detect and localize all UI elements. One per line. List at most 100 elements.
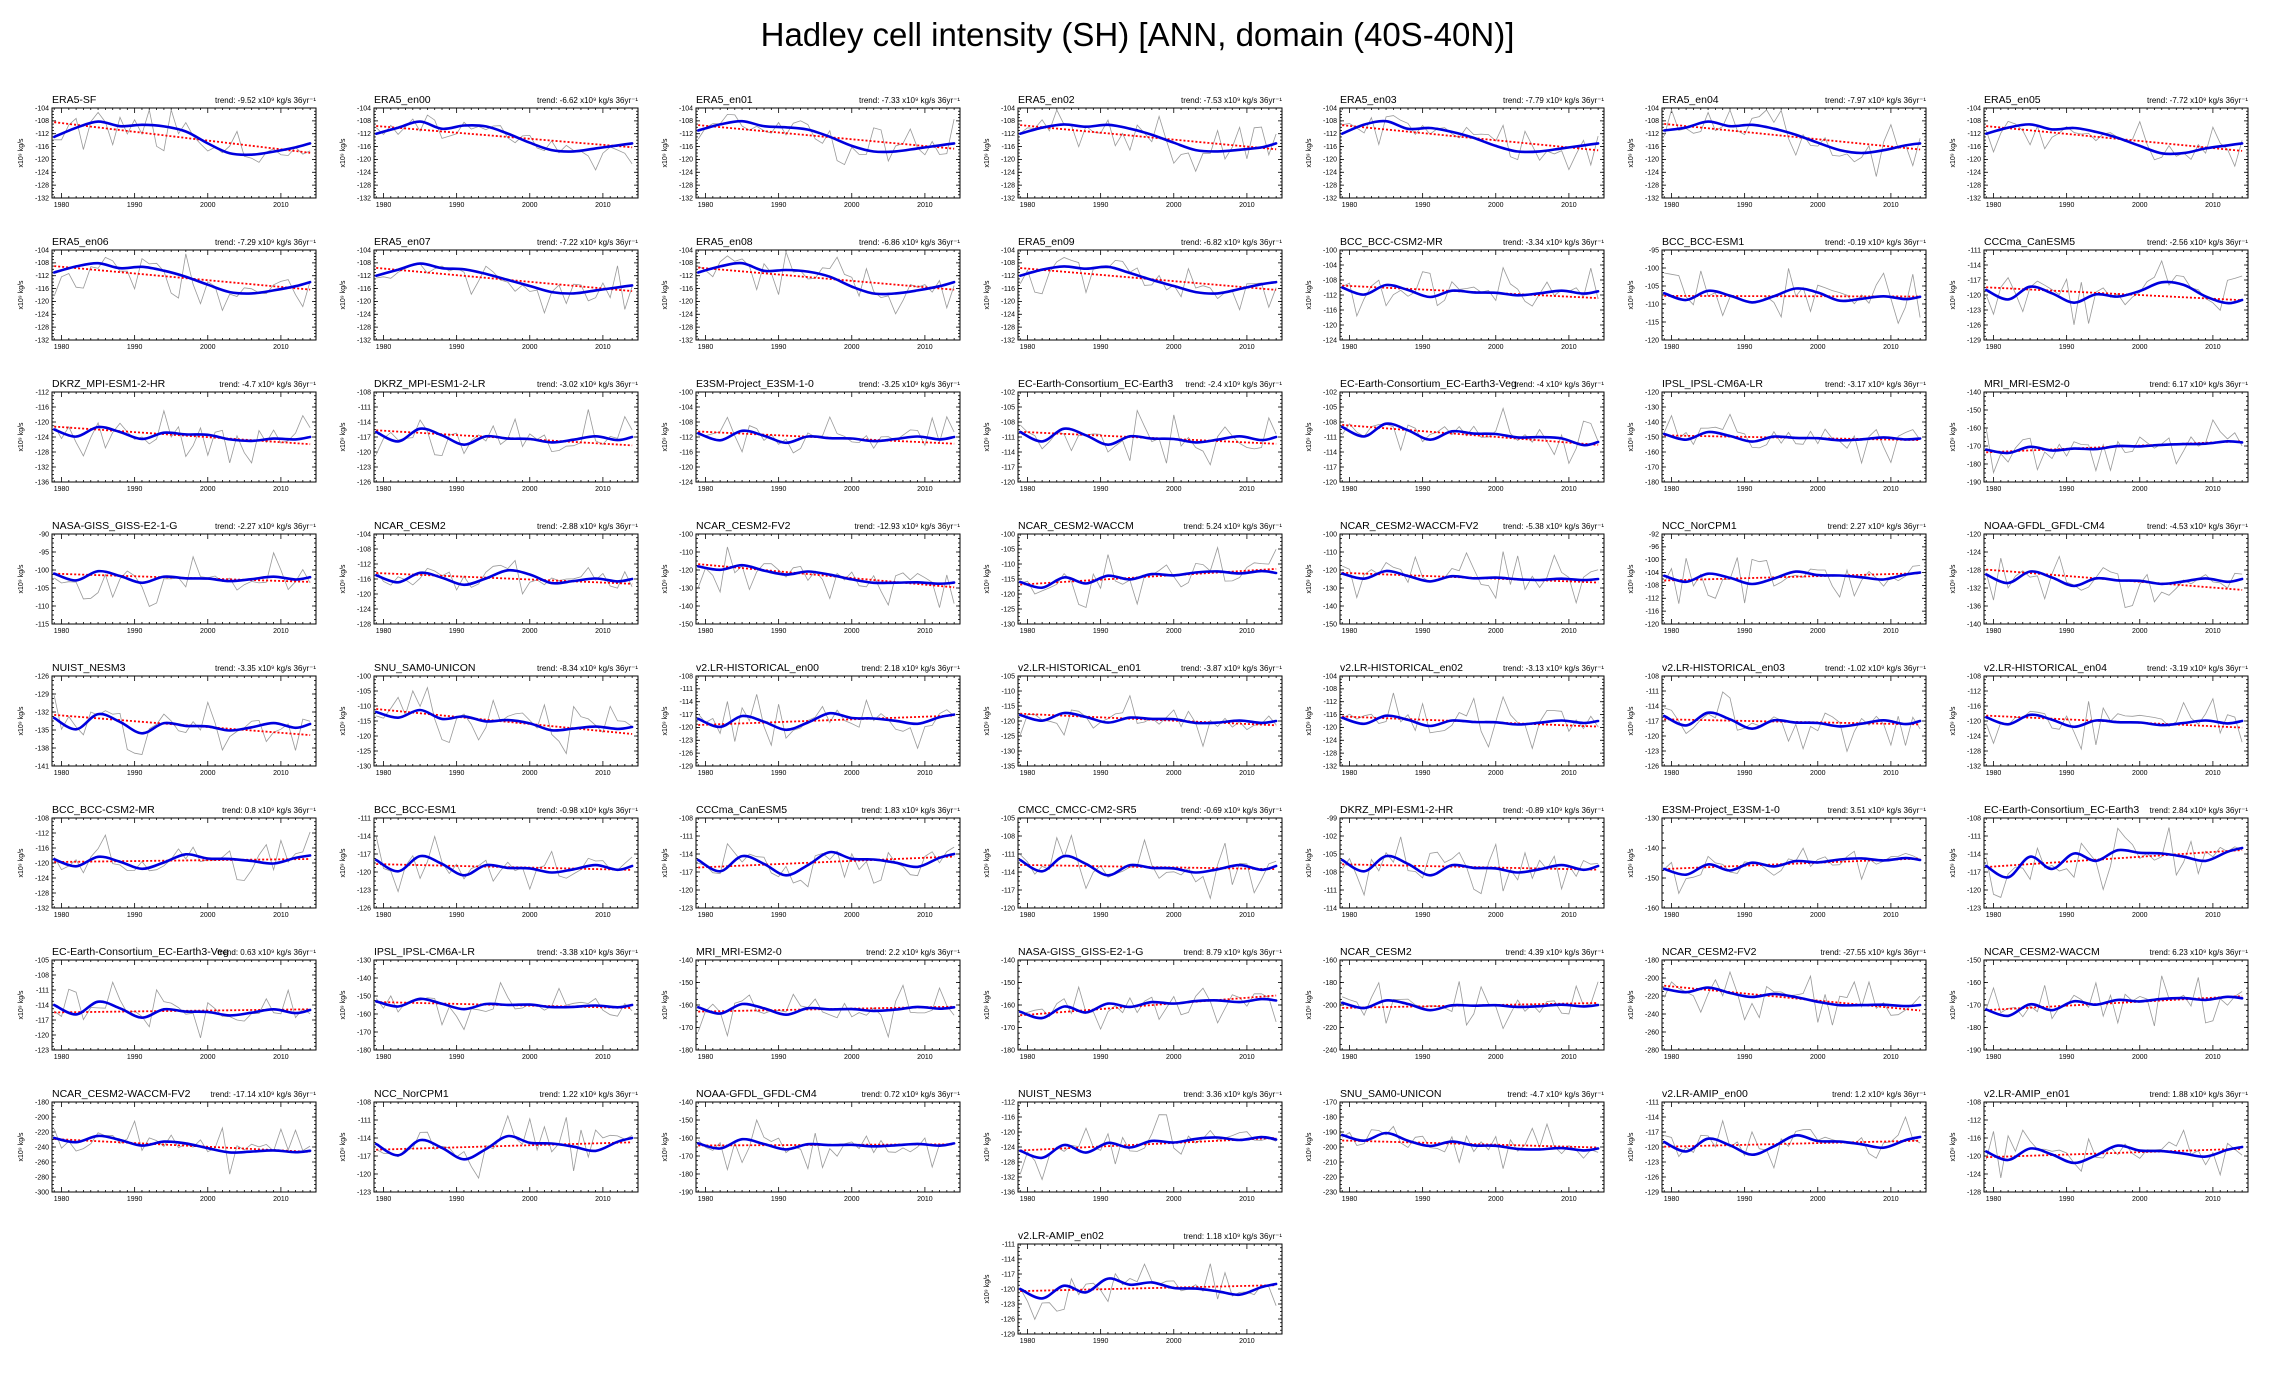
x-tick-label: 2010	[273, 770, 289, 777]
axis-ticks	[374, 1101, 638, 1193]
x-tick-label: 1980	[1986, 486, 2002, 493]
trend-line	[1986, 1147, 2243, 1159]
y-tick-label: -116	[36, 845, 50, 852]
axis-ticks	[1018, 675, 1282, 767]
y-tick-label: -104	[357, 247, 371, 254]
annual-series-line	[1342, 551, 1599, 605]
x-tick-label: 1980	[376, 1054, 392, 1061]
x-tick-label: 1980	[698, 486, 714, 493]
x-tick-label: 2010	[1561, 770, 1577, 777]
x-tick-label: 2000	[1810, 486, 1826, 493]
y-tick-label: -108	[357, 389, 371, 396]
x-tick-label: 1980	[698, 912, 714, 919]
y-tick-label: -108	[679, 673, 693, 680]
y-tick-label: -117	[1646, 1129, 1660, 1136]
x-tick-label: 1990	[771, 912, 787, 919]
plot-frame	[1017, 249, 1283, 341]
smoothed-series-line	[696, 850, 956, 877]
annual-series-line	[1985, 975, 2243, 1027]
y-tick-label: -120	[357, 157, 371, 164]
x-tick-label: 2000	[522, 770, 538, 777]
x-tick-label: 2000	[844, 1196, 860, 1203]
y-tick-label: -126	[357, 479, 371, 486]
y-tick-label: -123	[679, 905, 693, 912]
x-tick-label: 1980	[54, 202, 70, 209]
y-tick-label: -132	[1645, 195, 1659, 202]
y-tick-label: -108	[35, 118, 49, 125]
chart-panel: -180 -200 -220 -240 -260 -280 1980 1990 2000 2010…	[1616, 944, 1938, 1086]
smoothed-series-line	[1984, 570, 2244, 588]
y-tick-label: -124	[35, 875, 49, 882]
y-tick-label: -180	[1645, 479, 1659, 486]
y-tick-label: -108	[1323, 277, 1337, 284]
y-tick-label: -136	[35, 479, 49, 486]
x-tick-label: 2010	[917, 344, 933, 351]
panel-title: ERA5_en02	[1018, 94, 1075, 106]
axis-ticks	[1340, 1101, 1604, 1193]
x-tick-label: 2000	[2132, 1196, 2148, 1203]
y-tick-label: -100	[1645, 265, 1659, 272]
y-tick-label: -117	[358, 1153, 372, 1160]
x-tick-label: 1990	[1093, 770, 1109, 777]
x-tick-label: 2010	[1561, 344, 1577, 351]
trend-line	[1020, 124, 1277, 151]
x-tick-label: 1980	[1020, 344, 1036, 351]
y-tick-label: -132	[1323, 195, 1337, 202]
y-tick-label: -120	[35, 1032, 49, 1039]
x-tick-label: 1990	[771, 344, 787, 351]
y-tick-label: -120	[1001, 299, 1015, 306]
axis-ticks	[1984, 817, 2248, 909]
axis-ticks	[1984, 1101, 2248, 1193]
x-tick-label: 2010	[1239, 486, 1255, 493]
y-axis-label: x10⁹ kg/s	[1950, 138, 1957, 168]
chart-panel: -108 -111 -114 -117 -120 -123 1980 1990 2000 2010…	[328, 1086, 650, 1228]
y-tick-label: -112	[680, 131, 694, 138]
x-tick-label: 2000	[2132, 1054, 2148, 1061]
x-tick-label: 2010	[273, 912, 289, 919]
y-tick-label: -100	[1001, 531, 1015, 538]
panel-trend-label: trend: 0.63 x10⁹ kg/s 36yr⁻¹	[218, 948, 317, 957]
y-tick-label: -140	[679, 1099, 693, 1106]
y-axis-label: x10⁹ kg/s	[18, 848, 25, 878]
axis-ticks	[1662, 959, 1926, 1051]
x-tick-label: 1980	[1986, 202, 2002, 209]
y-axis-label: x10⁹ kg/s	[662, 848, 669, 878]
panel-trend-label: trend: -0.98 x10⁹ kg/s 36yr⁻¹	[537, 806, 638, 815]
y-tick-label: -104	[1001, 105, 1015, 112]
x-tick-label: 1980	[1342, 628, 1358, 635]
y-tick-label: -124	[35, 434, 49, 441]
y-tick-label: -112	[1002, 273, 1016, 280]
y-tick-label: -124	[679, 312, 693, 319]
panel-trend-label: trend: -27.55 x10⁹ kg/s 36yr⁻¹	[1821, 948, 1927, 957]
smoothed-series-line	[374, 427, 634, 447]
axis-ticks	[1984, 391, 2248, 483]
y-tick-label: -95	[1649, 247, 1659, 254]
y-tick-label: -116	[1324, 144, 1338, 151]
y-tick-label: -108	[1967, 673, 1981, 680]
chart-panel: -90 -95 -100 -105 -110 -115 1980 1990 2000 2010 NA…	[6, 518, 328, 660]
smoothed-series-line	[52, 425, 312, 443]
panel-title: v2.LR-HISTORICAL_en04	[1984, 662, 2107, 674]
y-tick-label: -108	[35, 972, 49, 979]
annual-series-line	[698, 842, 955, 888]
panel-title: EC-Earth-Consortium_EC-Earth3-Veg	[52, 946, 229, 958]
panel-title: E3SM-Project_E3SM-1-0	[696, 378, 814, 390]
x-tick-label: 2010	[595, 770, 611, 777]
y-tick-label: -200	[35, 1114, 49, 1121]
x-tick-label: 1990	[127, 1196, 143, 1203]
panel-trend-label: trend: -3.87 x10⁹ kg/s 36yr⁻¹	[1181, 664, 1282, 673]
y-tick-label: -112	[680, 273, 694, 280]
y-tick-label: -120	[1001, 591, 1015, 598]
axis-ticks	[696, 533, 960, 625]
panel-trend-label: trend: 0.72 x10⁹ kg/s 36yr⁻¹	[862, 1090, 961, 1099]
x-tick-label: 1980	[698, 1054, 714, 1061]
y-tick-label: -124	[1001, 1144, 1015, 1151]
x-tick-label: 2000	[2132, 202, 2148, 209]
x-tick-label: 2010	[1883, 1054, 1899, 1061]
y-tick-label: -150	[679, 1117, 693, 1124]
y-tick-label: -132	[35, 905, 49, 912]
trend-line	[376, 708, 633, 735]
y-tick-label: -112	[36, 273, 50, 280]
y-axis-label: x10⁹ kg/s	[1950, 280, 1957, 310]
y-tick-label: -114	[1324, 905, 1338, 912]
